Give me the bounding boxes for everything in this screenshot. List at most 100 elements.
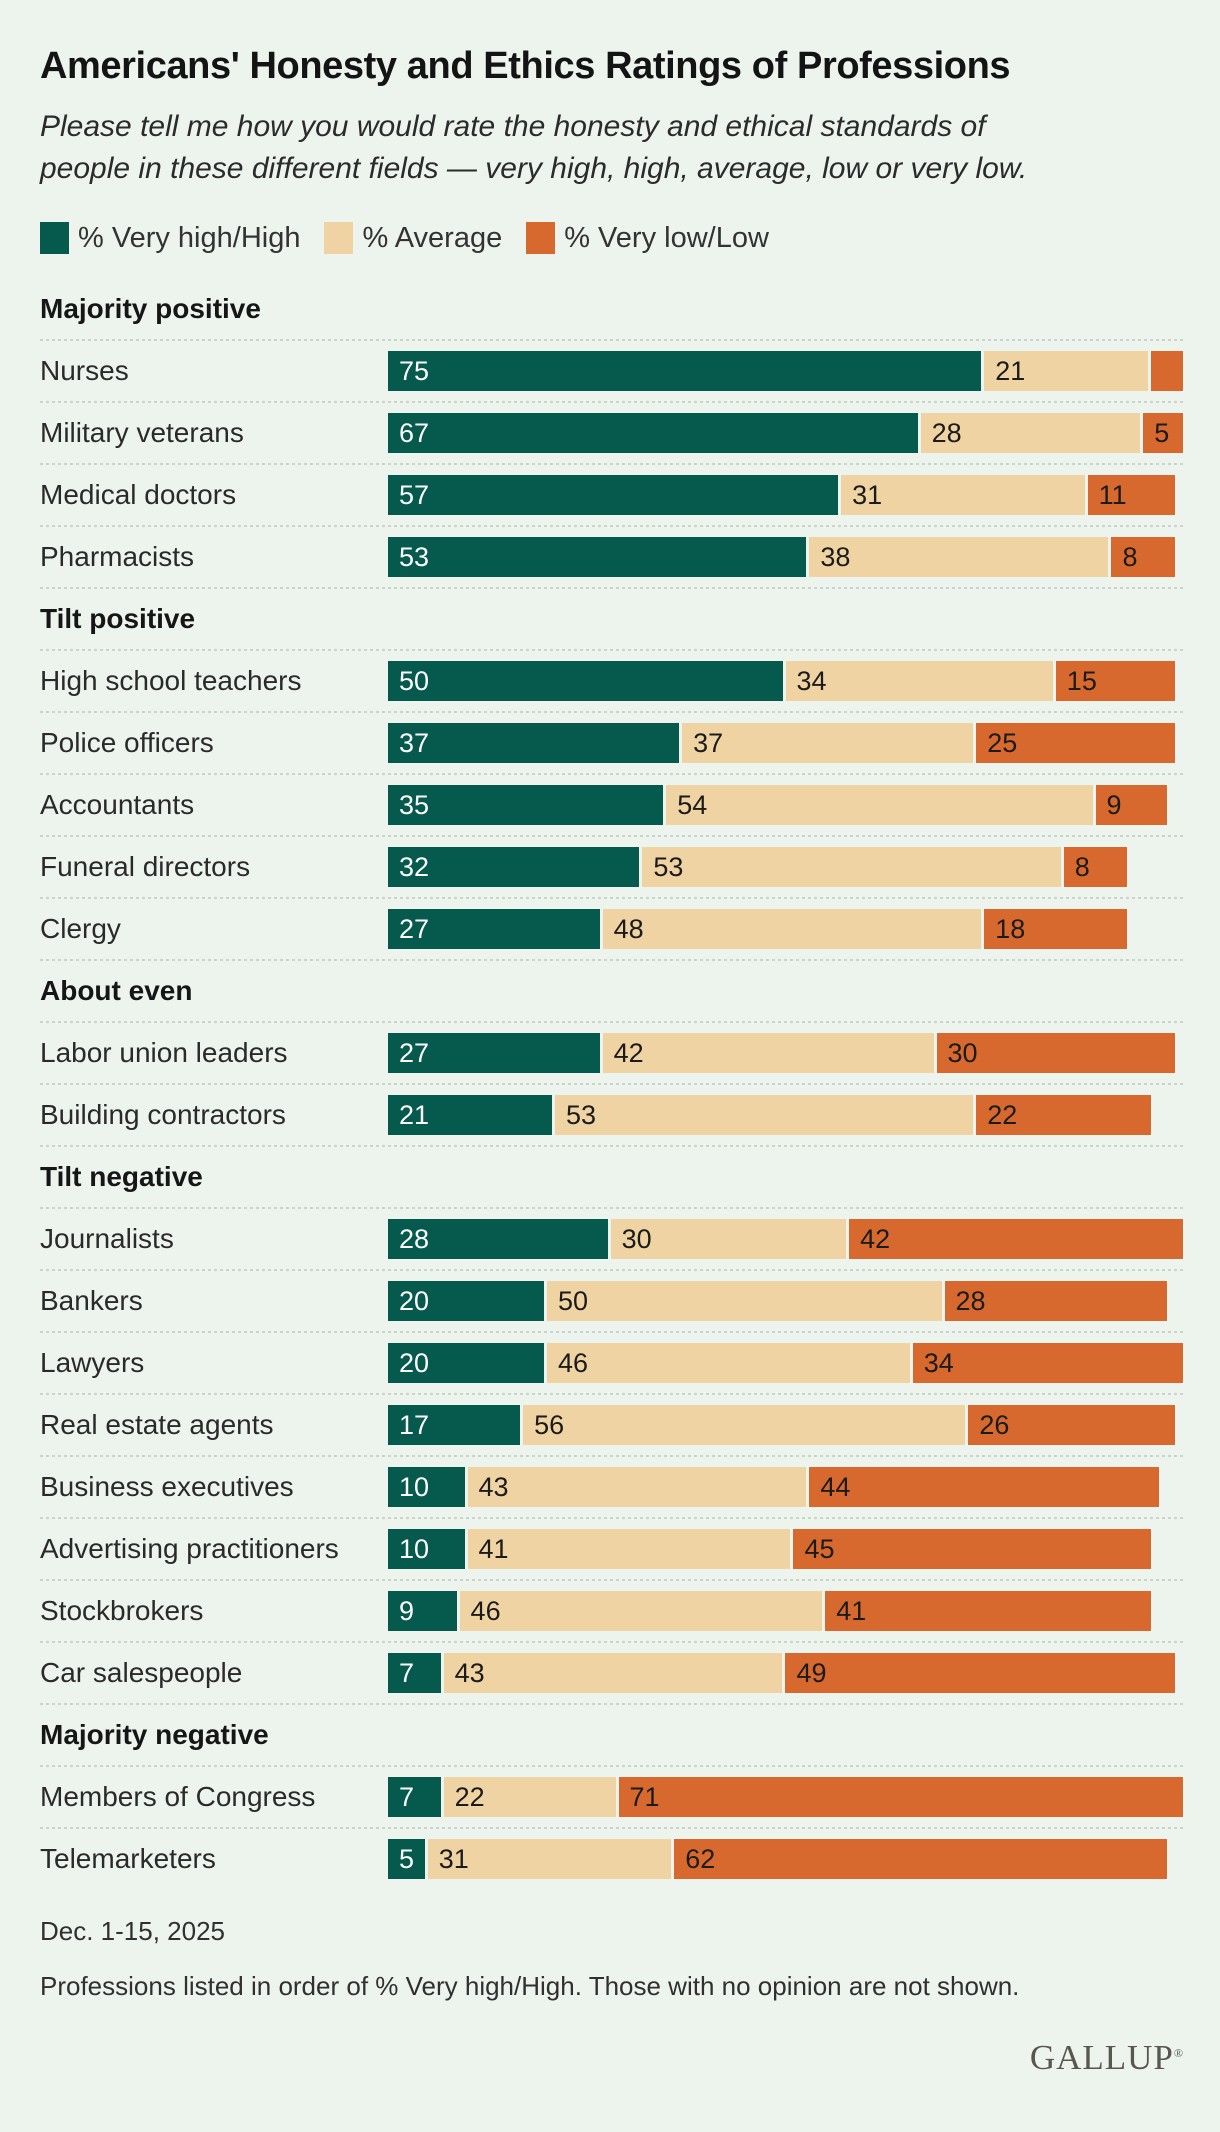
value-label: 38 xyxy=(820,541,851,572)
segment-average: 43 xyxy=(443,1653,786,1693)
segment-very-high: 57 xyxy=(388,475,842,515)
segment-average: 31 xyxy=(427,1839,675,1879)
segment-very-low: 62 xyxy=(674,1839,1168,1879)
stacked-bar: 21 53 22 xyxy=(388,1095,1183,1135)
value-label: 5 xyxy=(399,1843,415,1874)
segment-very-low: 9 xyxy=(1095,785,1168,825)
segment-very-low: 15 xyxy=(1055,661,1176,701)
registered-mark: ® xyxy=(1173,2046,1183,2060)
segment-average: 30 xyxy=(610,1219,850,1259)
section-title: About even xyxy=(40,975,193,1006)
bar-row: Lawyers 20 46 34 xyxy=(40,1331,1183,1394)
legend-label: % Average xyxy=(362,221,503,254)
bar-row: Accountants 35 54 9 xyxy=(40,773,1183,836)
profession-label: Journalists xyxy=(40,1223,174,1254)
segment-average: 46 xyxy=(459,1591,826,1631)
segment-average: 56 xyxy=(523,1405,969,1445)
value-label: 31 xyxy=(852,479,883,510)
section-header: Tilt negative xyxy=(40,1145,1183,1208)
segment-very-low: 49 xyxy=(785,1653,1176,1693)
bar-row: Labor union leaders 27 42 30 xyxy=(40,1021,1183,1084)
segment-very-low: 22 xyxy=(976,1095,1152,1135)
value-label: 20 xyxy=(399,1285,430,1316)
profession-label: Clergy xyxy=(40,913,121,944)
value-label: 21 xyxy=(399,1099,430,1130)
value-label: 10 xyxy=(399,1533,430,1564)
bar-row: Journalists 28 30 42 xyxy=(40,1207,1183,1270)
bar-row: Military veterans 67 28 5 xyxy=(40,401,1183,464)
value-label: 30 xyxy=(947,1037,978,1068)
segment-very-low: 5 xyxy=(1143,413,1183,453)
stacked-bar: 9 46 41 xyxy=(388,1591,1183,1631)
bar-row: Building contractors 21 53 22 xyxy=(40,1083,1183,1146)
profession-label: Lawyers xyxy=(40,1347,145,1378)
value-label: 46 xyxy=(470,1595,501,1626)
legend-item: % Average xyxy=(324,222,502,255)
bar-row: Bankers 20 50 28 xyxy=(40,1269,1183,1332)
value-label: 25 xyxy=(987,727,1018,758)
segment-average: 41 xyxy=(467,1529,794,1569)
segment-average: 22 xyxy=(443,1777,619,1817)
segment-very-high: 10 xyxy=(388,1467,468,1507)
segment-very-low: 8 xyxy=(1063,847,1128,887)
value-label: 75 xyxy=(399,355,430,386)
value-label: 35 xyxy=(399,789,430,820)
value-label: 21 xyxy=(995,355,1026,386)
value-label: 15 xyxy=(1066,665,1097,696)
value-label: 42 xyxy=(860,1223,891,1254)
value-label: 71 xyxy=(629,1781,660,1812)
stacked-bar: 35 54 9 xyxy=(388,785,1183,825)
segment-average: 21 xyxy=(984,351,1152,391)
profession-label: Funeral directors xyxy=(40,851,251,882)
bar-row: Nurses 75 21 xyxy=(40,339,1183,402)
segment-very-high: 27 xyxy=(388,909,603,949)
value-label: 43 xyxy=(478,1471,509,1502)
value-label: 37 xyxy=(693,727,724,758)
segment-very-high: 7 xyxy=(388,1653,444,1693)
legend-item: % Very low/Low xyxy=(526,222,769,255)
bar-row: Clergy 27 48 18 xyxy=(40,897,1183,960)
footnote: Professions listed in order of % Very hi… xyxy=(40,1971,1020,2001)
stacked-bar: 10 41 45 xyxy=(388,1529,1183,1569)
segment-average: 31 xyxy=(841,475,1088,515)
page-title: Americans' Honesty and Ethics Ratings of… xyxy=(40,45,1011,87)
segment-very-low xyxy=(1151,351,1183,391)
stacked-bar: 50 34 15 xyxy=(388,661,1183,701)
segment-very-high: 20 xyxy=(388,1343,547,1383)
value-label: 62 xyxy=(685,1843,716,1874)
value-label: 34 xyxy=(796,665,827,696)
gallup-logo: GALLUP xyxy=(1029,2038,1174,2077)
chart-subtitle: Please tell me how you would rate the ho… xyxy=(40,110,1028,185)
segment-very-high: 28 xyxy=(388,1219,611,1259)
segment-average: 28 xyxy=(920,413,1144,453)
profession-label: Labor union leaders xyxy=(40,1037,288,1068)
profession-label: Members of Congress xyxy=(40,1781,316,1812)
value-label: 10 xyxy=(399,1471,430,1502)
bar-row: Members of Congress 7 22 71 xyxy=(40,1765,1183,1828)
segment-very-low: 42 xyxy=(849,1219,1183,1259)
value-label: 43 xyxy=(454,1657,485,1688)
stacked-bar: 75 21 xyxy=(388,351,1183,391)
legend-item: % Very high/High xyxy=(40,222,300,255)
segment-very-low: 45 xyxy=(793,1529,1152,1569)
segment-average: 43 xyxy=(467,1467,810,1507)
legend: % Very high/High % Average % Very low/Low xyxy=(40,222,1183,254)
value-label: 44 xyxy=(820,1471,851,1502)
profession-label: Military veterans xyxy=(40,417,244,448)
section-title: Majority negative xyxy=(40,1719,269,1750)
value-label: 22 xyxy=(987,1099,1018,1130)
brand-row: GALLUP® xyxy=(40,2038,1183,2078)
segment-very-low: 28 xyxy=(944,1281,1168,1321)
segment-average: 46 xyxy=(547,1343,913,1383)
value-label: 11 xyxy=(1098,479,1127,510)
stacked-bar: 20 46 34 xyxy=(388,1343,1183,1383)
stacked-bar: 32 53 8 xyxy=(388,847,1183,887)
bar-row: Telemarketers 5 31 62 xyxy=(40,1827,1183,1890)
segment-very-low: 34 xyxy=(912,1343,1183,1383)
stacked-bar-chart: Majority positive Nurses 75 21 Military vete… xyxy=(40,278,1183,1890)
profession-label: Medical doctors xyxy=(40,479,237,510)
profession-label: Nurses xyxy=(40,355,129,386)
segment-average: 54 xyxy=(666,785,1096,825)
stacked-bar: 28 30 42 xyxy=(388,1219,1183,1259)
